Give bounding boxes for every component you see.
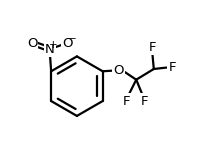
Text: O: O — [62, 36, 72, 50]
Text: N: N — [45, 43, 54, 56]
Text: F: F — [141, 95, 148, 107]
Text: F: F — [168, 61, 176, 74]
Text: O: O — [27, 36, 37, 50]
Text: F: F — [149, 41, 156, 54]
Text: O: O — [113, 64, 124, 77]
Text: F: F — [123, 95, 130, 107]
Text: −: − — [68, 34, 76, 44]
Text: +: + — [49, 40, 58, 50]
